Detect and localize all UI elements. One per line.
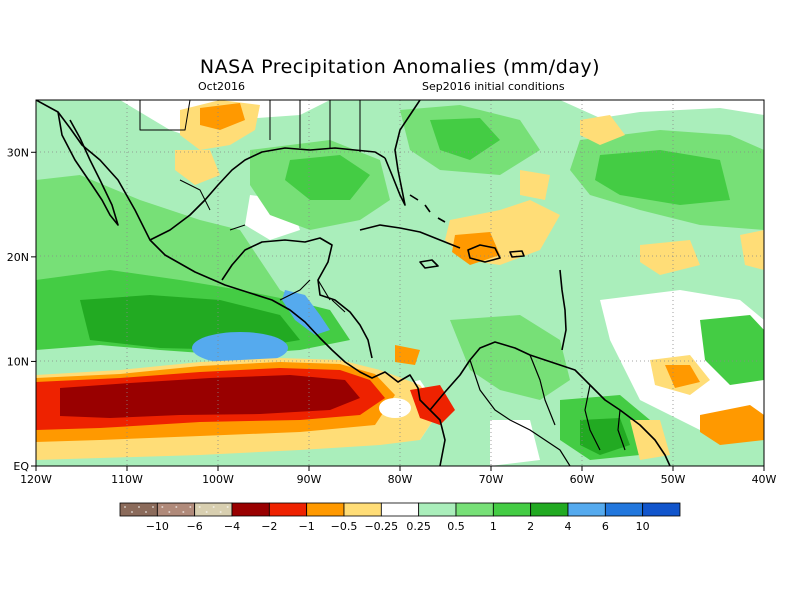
lat-tick-label: 30N xyxy=(7,146,29,159)
colorbar-stipple xyxy=(226,506,229,508)
colorbar-stipple xyxy=(219,511,222,513)
anomaly-field xyxy=(36,100,764,466)
longitude-axis: 120W 110W 100W 90W 80W 70W 60W 50W 40W xyxy=(20,466,777,486)
coastlines xyxy=(36,100,671,466)
negative-anomaly-east-20n xyxy=(740,230,764,270)
dry-anomaly-mexico-north xyxy=(200,103,245,130)
strong-positive-anomaly-atlantic xyxy=(430,118,500,160)
negative-anomaly-atlantic-northeast xyxy=(580,115,625,145)
colorbar-swatch xyxy=(156,502,196,517)
colorbar-swatch xyxy=(268,502,308,517)
neutral-region-south xyxy=(490,420,540,466)
strong-positive-anomaly-guyana xyxy=(580,418,630,455)
lon-tick-label: 70W xyxy=(479,473,504,486)
colorbar-label: −6 xyxy=(187,520,203,533)
negative-anomaly-brazil xyxy=(630,420,670,460)
negative-anomaly-atlantic-20n xyxy=(640,240,700,275)
colorbar-swatch xyxy=(194,502,233,517)
colorbar-swatch xyxy=(604,502,644,517)
colorbar: −10 −6 −4 −2 −1 −0.5 −0.25 0.25 0.5 1 2 4 6 10 xyxy=(119,502,681,533)
colorbar-swatch xyxy=(380,502,420,517)
colorbar-label: 6 xyxy=(602,520,609,533)
colorbar-stipple xyxy=(175,506,178,508)
initial-conditions-label: Sep2016 initial conditions xyxy=(422,80,565,93)
colorbar-stipple xyxy=(205,511,208,513)
colorbar-swatch xyxy=(343,502,382,517)
latitude-axis: EQ 10N 20N 30N xyxy=(7,146,36,473)
forecast-month: Oct2016 xyxy=(198,80,246,93)
colorbar-stipple xyxy=(131,511,133,513)
lat-tick-label: 20N xyxy=(7,251,29,264)
colorbar-stipple xyxy=(145,511,147,513)
colorbar-stipple xyxy=(198,506,201,508)
lat-tick-label: EQ xyxy=(13,460,29,473)
colorbar-stipple xyxy=(152,506,154,508)
lon-tick-label: 60W xyxy=(570,473,595,486)
strong-positive-anomaly-gulf xyxy=(285,155,370,200)
lon-tick-label: 110W xyxy=(111,473,143,486)
dry-anomaly-atlantic-east xyxy=(700,405,764,445)
colorbar-label: 1 xyxy=(490,520,497,533)
colorbar-stipple xyxy=(212,506,215,508)
colorbar-swatch xyxy=(492,502,532,517)
colorbar-stipple xyxy=(182,511,185,513)
dry-anomaly-caribbean xyxy=(395,345,420,365)
extreme-dry-core xyxy=(60,375,360,418)
lon-tick-label: 50W xyxy=(661,473,686,486)
dry-anomaly-colombia xyxy=(410,385,455,425)
colorbar-label: −10 xyxy=(146,520,169,533)
colorbar-label: 0.5 xyxy=(447,520,465,533)
colorbar-stipple xyxy=(189,506,192,508)
map-title: NASA Precipitation Anomalies (mm/day) xyxy=(199,56,601,78)
strong-positive-anomaly-atlantic-east xyxy=(595,150,730,205)
neutral-region-northeast xyxy=(560,100,764,118)
lon-tick-label: 100W xyxy=(202,473,234,486)
colorbar-label: 4 xyxy=(565,520,572,533)
dry-anomaly-atlantic-10n xyxy=(665,365,700,388)
colorbar-label: 10 xyxy=(636,520,650,533)
colorbar-swatch xyxy=(530,502,569,517)
colorbar-swatch xyxy=(567,502,606,517)
wet-anomaly-guatemala xyxy=(282,290,330,335)
colorbar-stipple xyxy=(161,506,164,508)
negative-anomaly-atlantic-center xyxy=(520,170,550,200)
colorbar-swatch xyxy=(231,502,270,517)
dry-anomaly-hispaniola xyxy=(452,232,500,265)
colorbar-swatch xyxy=(642,502,681,517)
colorbar-label: 0.25 xyxy=(406,520,431,533)
colorbar-stipple xyxy=(124,506,126,508)
colorbar-label: −0.25 xyxy=(364,520,398,533)
positive-anomaly-east-edge xyxy=(700,315,764,385)
colorbar-label: −1 xyxy=(299,520,315,533)
colorbar-label: 2 xyxy=(527,520,534,533)
colorbar-swatch xyxy=(455,502,494,517)
lat-tick-label: 10N xyxy=(7,355,29,368)
colorbar-stipple xyxy=(138,506,140,508)
negative-anomaly-mexico-west xyxy=(175,150,220,185)
lon-tick-label: 90W xyxy=(297,473,322,486)
lon-tick-label: 40W xyxy=(752,473,777,486)
colorbar-swatch xyxy=(119,502,158,517)
colorbar-label: −2 xyxy=(261,520,277,533)
lon-tick-label: 80W xyxy=(388,473,413,486)
colorbar-swatch xyxy=(306,502,345,517)
neutral-spot-panama xyxy=(379,398,411,418)
colorbar-label: −0.5 xyxy=(331,520,358,533)
colorbar-swatch xyxy=(418,502,457,517)
colorbar-stipple xyxy=(168,511,171,513)
wet-anomaly-core xyxy=(192,332,288,364)
lon-tick-label: 120W xyxy=(20,473,52,486)
colorbar-label: −4 xyxy=(224,520,240,533)
